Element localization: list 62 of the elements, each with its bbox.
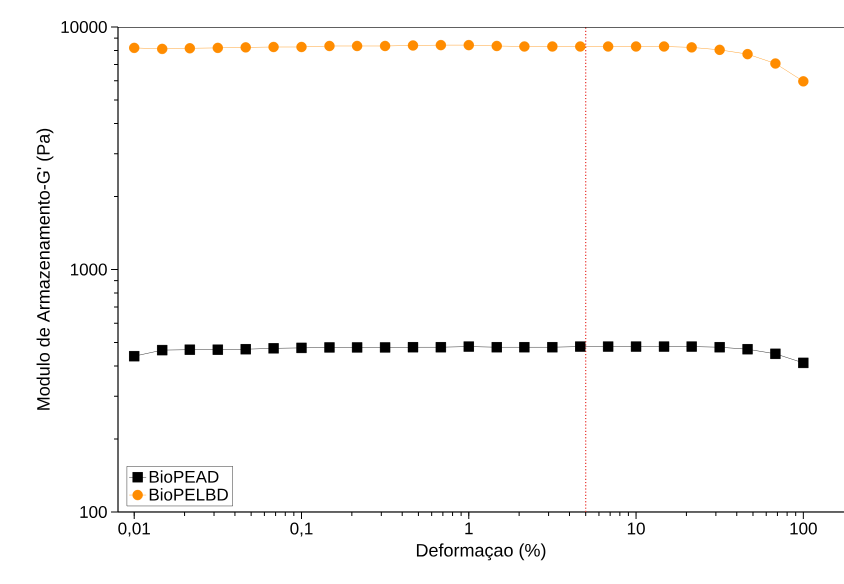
x-axis-title: Deformaçao (%) [416, 543, 546, 560]
point [798, 358, 809, 368]
point [436, 40, 446, 50]
point [714, 44, 725, 56]
point [184, 344, 196, 355]
point [157, 44, 168, 54]
point [380, 342, 390, 353]
point [575, 341, 586, 352]
point [352, 40, 362, 52]
point [686, 42, 697, 53]
point [742, 48, 753, 60]
y-tick-label: 1000 [70, 263, 107, 276]
point [268, 42, 279, 52]
point [268, 343, 279, 354]
point [240, 42, 251, 53]
x-tick-label: 0,01 [118, 522, 150, 537]
point [380, 40, 390, 52]
point [408, 342, 418, 352]
x-tick-label: 100 [790, 522, 817, 535]
point [184, 43, 196, 54]
point [436, 342, 446, 352]
y-tick-label: 100 [80, 506, 107, 518]
point [519, 41, 530, 52]
point [686, 341, 697, 352]
point [324, 342, 335, 353]
point [324, 40, 335, 52]
y-tick-label: 10000 [62, 20, 107, 34]
point [547, 342, 558, 352]
point [240, 344, 251, 354]
point [408, 40, 418, 51]
point [296, 342, 307, 354]
x-tick-label: 0,1 [290, 522, 312, 537]
point [658, 341, 670, 352]
point [658, 41, 670, 52]
point [519, 342, 530, 352]
point [464, 40, 474, 50]
point [492, 40, 502, 52]
point [464, 341, 474, 352]
point [492, 342, 502, 352]
point [602, 41, 614, 52]
legend-label: BioPEAD [150, 470, 218, 483]
point [212, 42, 223, 54]
point [742, 344, 753, 354]
x-tick-label: 1 [465, 522, 473, 534]
x-tick-label: 10 [628, 522, 645, 535]
point [547, 41, 558, 52]
point [798, 76, 809, 87]
point [129, 42, 140, 54]
legend-label: BioPELBD [150, 488, 228, 501]
point [714, 342, 725, 352]
point [602, 341, 614, 352]
point [630, 41, 642, 52]
point [129, 350, 140, 362]
point [630, 341, 642, 352]
point [770, 348, 781, 360]
point [157, 344, 168, 356]
point [770, 58, 781, 69]
point [575, 41, 586, 52]
y-axis-title: Modulo de Armazenamento-G' (Pa) [36, 128, 54, 410]
point [296, 42, 307, 52]
point [212, 344, 223, 355]
point [352, 342, 362, 353]
